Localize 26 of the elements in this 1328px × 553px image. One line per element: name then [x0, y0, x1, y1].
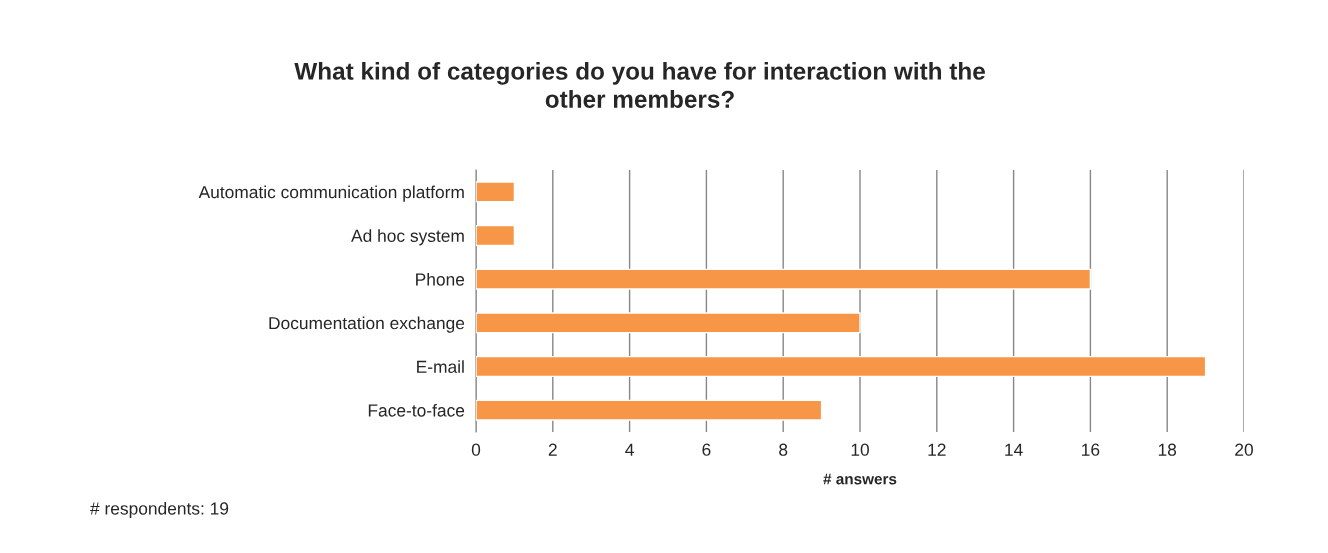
x-tick-label: 6	[702, 443, 711, 456]
x-tick-label: 8	[779, 443, 788, 456]
text: # respondents: 19	[90, 501, 229, 519]
y-tick-label: Ad hoc system	[351, 229, 464, 246]
y-tick-label: Face-to-face	[368, 403, 465, 417]
y-tick-label: Phone	[416, 272, 465, 286]
x-axis-title: # answers	[823, 473, 897, 485]
x-tick-label: 18	[1158, 443, 1177, 456]
bar	[476, 181, 516, 203]
bar	[476, 399, 823, 421]
x-tick-label: 20	[1235, 443, 1253, 456]
x-tick-label: 14	[1005, 443, 1023, 456]
bar	[476, 312, 861, 334]
x-tick-label: 0	[471, 443, 481, 456]
x-tick-label: 2	[548, 443, 557, 456]
y-tick-label: E-mail	[417, 360, 464, 373]
bar	[476, 355, 1207, 378]
y-tick-label: Documentation exchange	[269, 316, 465, 333]
bar	[476, 224, 516, 247]
chart-title: What kind of categories do you have for interaction with the other members?	[294, 62, 985, 108]
x-tick-label: 16	[1082, 443, 1100, 456]
y-tick-label: Automatic communication platform	[198, 185, 464, 202]
x-tick-label: 12	[928, 443, 946, 456]
bar	[476, 268, 1092, 290]
x-tick-label: 4	[625, 443, 634, 456]
x-tick-label: 10	[851, 443, 869, 456]
